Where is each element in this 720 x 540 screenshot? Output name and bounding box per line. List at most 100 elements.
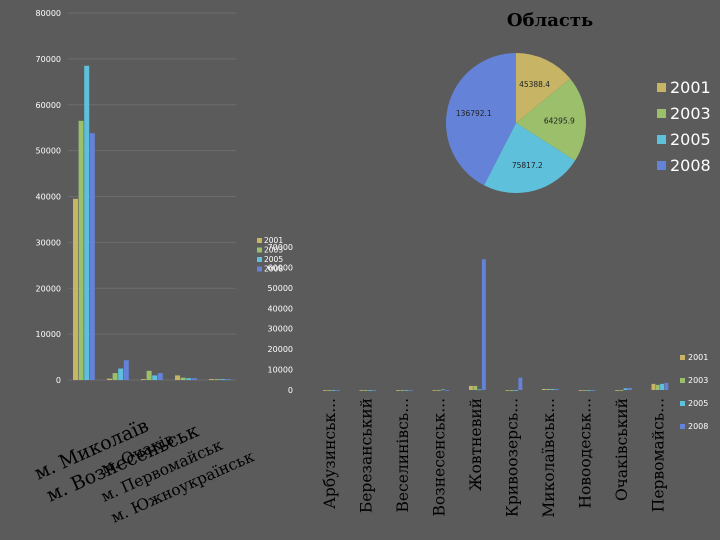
y-tick-label: 80000 <box>36 9 61 18</box>
bar-2001 <box>175 375 180 380</box>
bar-2003 <box>180 377 186 380</box>
bar-2008 <box>123 360 129 380</box>
legend-label: 2008 <box>670 156 711 175</box>
x-category-label: Новоодеськ... <box>577 398 595 509</box>
y-tick-label: 0 <box>288 386 293 395</box>
legend-label: 2001 <box>264 236 283 245</box>
x-category-label: Арбузинськ... <box>321 398 339 509</box>
bar-2005 <box>587 390 591 391</box>
pie-value-label: 64295.9 <box>544 116 575 125</box>
y-tick-label: 20000 <box>36 284 61 293</box>
bar-2001 <box>542 388 546 390</box>
bar-2003 <box>146 370 152 380</box>
y-tick-label: 70000 <box>268 243 293 252</box>
y-tick-label: 40000 <box>36 193 61 202</box>
bar-2001 <box>359 390 364 391</box>
bar-2008 <box>627 387 632 390</box>
bar-2003 <box>473 385 478 390</box>
y-tick-label: 40000 <box>268 304 293 313</box>
left-chart-y-axis: 0 10000 20000 30000 40000 50000 60000 70000 8000… <box>36 9 61 385</box>
y-tick-label: 60000 <box>36 101 61 110</box>
bar-2008 <box>372 390 377 391</box>
bar-2005 <box>404 390 409 391</box>
legend-swatch-2001 <box>257 238 262 243</box>
pie-slice-2008 <box>445 53 516 186</box>
bar-2001 <box>141 379 146 380</box>
left-chart-gridlines <box>68 12 236 381</box>
legend-label: 2005 <box>688 399 708 408</box>
bar-2005 <box>660 383 664 390</box>
bar-2005 <box>623 388 628 390</box>
bar-2001 <box>396 390 400 391</box>
legend-swatch-2001 <box>680 355 685 360</box>
pie-value-label: 136792.1 <box>456 109 492 118</box>
x-category-label: Веселинівсь... <box>394 398 412 513</box>
bar-2008 <box>481 259 486 390</box>
legend-swatch-2005 <box>657 135 666 144</box>
bar-2001 <box>323 390 327 391</box>
pie-chart <box>445 53 587 194</box>
bar-2005 <box>441 389 445 391</box>
pie-value-label: 75817.2 <box>512 161 543 170</box>
x-category-label: Жовтневий <box>467 398 485 491</box>
y-tick-label: 10000 <box>268 366 293 375</box>
bar-2005 <box>514 390 518 391</box>
left-chart-bars <box>73 65 231 381</box>
bar-2001 <box>209 379 214 380</box>
legend-swatch-2003 <box>257 247 262 253</box>
pie-value-label: 45388.4 <box>519 80 550 89</box>
bar-2001 <box>651 383 656 390</box>
bar-2008 <box>89 133 95 380</box>
y-tick-label: 60000 <box>268 263 293 272</box>
legend-swatch-2001 <box>657 83 666 92</box>
bar-2008 <box>591 390 596 391</box>
legend-label: 2005 <box>670 130 711 149</box>
legend-swatch-2005 <box>680 401 685 406</box>
legend-swatch-2003 <box>680 378 685 383</box>
bar-2003 <box>400 390 405 391</box>
y-tick-label: 0 <box>56 376 61 385</box>
y-tick-label: 70000 <box>36 55 61 64</box>
bar-2005 <box>550 388 555 390</box>
y-tick-label: 30000 <box>36 238 61 247</box>
x-category-label: Очаківський <box>613 398 631 501</box>
bar-2005 <box>368 390 372 391</box>
bar-2001 <box>578 390 583 391</box>
y-tick-label: 30000 <box>268 325 293 334</box>
y-tick-label: 50000 <box>268 284 293 293</box>
legend-label: 2003 <box>670 104 711 123</box>
right-chart-x-axis: Арбузинськ... Березанський Веселинівсь... В… <box>321 398 668 518</box>
legend-label: 2008 <box>688 422 708 431</box>
bar-2005 <box>118 368 124 380</box>
bar-2003 <box>509 390 514 391</box>
pie-slice-2001 <box>516 53 571 123</box>
x-category-label: Первомайсь... <box>650 398 668 512</box>
bar-2008 <box>225 379 231 380</box>
legend-swatch-2008 <box>257 266 262 272</box>
bar-2003 <box>436 390 441 391</box>
right-chart-y-axis: 0 10000 20000 30000 40000 50000 60000 70000 <box>268 243 293 395</box>
bar-2005 <box>152 375 158 380</box>
x-category-label: Березанський <box>358 398 376 513</box>
legend-swatch-2005 <box>257 257 262 262</box>
pie-slice-2003 <box>516 78 587 161</box>
bar-2001 <box>505 390 510 391</box>
y-tick-label: 20000 <box>268 345 293 354</box>
pie-legend: 2001 2003 2005 2008 <box>657 78 711 175</box>
y-tick-label: 50000 <box>36 147 61 156</box>
bar-2001 <box>469 385 473 390</box>
bar-2003 <box>327 390 332 391</box>
bar-2005 <box>84 65 90 380</box>
bar-2008 <box>664 382 669 390</box>
bar-2003 <box>214 379 220 380</box>
pie-slice-2005 <box>484 123 576 194</box>
pie-value-labels: 45388.4 64295.9 75817.2 136792.1 <box>456 80 575 170</box>
legend-label: 2005 <box>264 255 283 264</box>
legend-label: 2001 <box>670 78 711 97</box>
bar-2008 <box>554 388 559 390</box>
right-chart-bars <box>323 259 669 391</box>
legend-swatch-2008 <box>657 161 666 170</box>
bar-2005 <box>220 379 226 380</box>
